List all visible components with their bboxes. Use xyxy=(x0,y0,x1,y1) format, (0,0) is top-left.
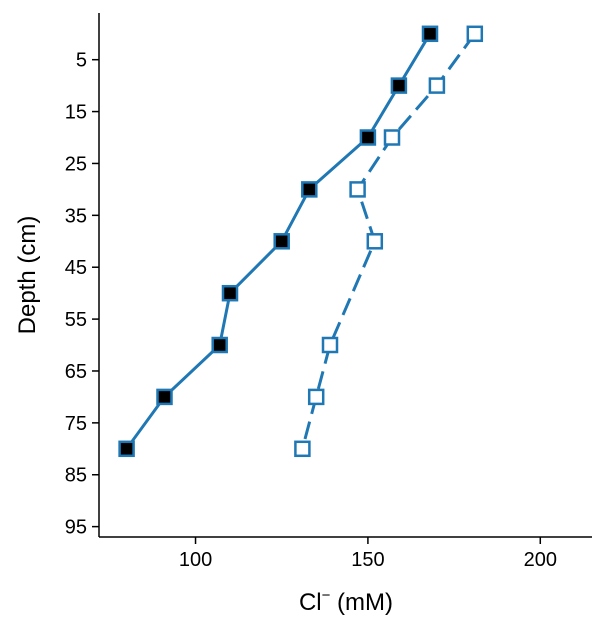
data-point xyxy=(428,77,446,94)
y-tick-label: 15 xyxy=(65,102,87,124)
y-tick-label: 45 xyxy=(65,257,87,279)
data-point xyxy=(366,233,384,250)
x-tick-label: 200 xyxy=(524,549,557,571)
data-point xyxy=(307,388,325,406)
series-2 xyxy=(294,25,484,458)
series-2-line xyxy=(300,32,477,450)
data-point xyxy=(211,336,228,354)
x-axis-title: Cl− (mM) xyxy=(299,587,393,616)
data-point xyxy=(321,336,339,354)
data-point xyxy=(273,233,290,250)
x-ticks: 100 150 200 xyxy=(179,537,557,571)
data-point xyxy=(421,25,439,43)
y-tick-label: 65 xyxy=(65,361,87,383)
data-point xyxy=(383,129,401,146)
y-tick-label: 5 xyxy=(76,50,87,72)
y-tick-label: 75 xyxy=(65,413,87,435)
axes xyxy=(98,13,592,538)
series-1 xyxy=(118,25,439,458)
x-tick-label: 150 xyxy=(351,549,384,571)
y-tick-label: 25 xyxy=(65,153,87,175)
data-point xyxy=(156,388,173,406)
x-tick-label: 100 xyxy=(179,549,212,571)
y-tick-label: 55 xyxy=(65,309,87,331)
data-point xyxy=(466,25,484,43)
data-point xyxy=(294,440,311,458)
y-axis-title: Depth (cm) xyxy=(14,216,41,335)
data-point xyxy=(390,77,408,94)
data-point xyxy=(301,181,318,198)
y-tick-label: 85 xyxy=(65,465,87,487)
series-layer xyxy=(118,25,484,458)
y-ticks: 5 15 25 35 45 55 65 75 85 95 xyxy=(65,50,99,539)
y-tick-label: 95 xyxy=(65,517,87,539)
data-point xyxy=(349,181,366,198)
data-point xyxy=(118,440,135,458)
data-point xyxy=(221,284,239,302)
y-tick-label: 35 xyxy=(65,205,87,227)
data-point xyxy=(359,129,377,146)
